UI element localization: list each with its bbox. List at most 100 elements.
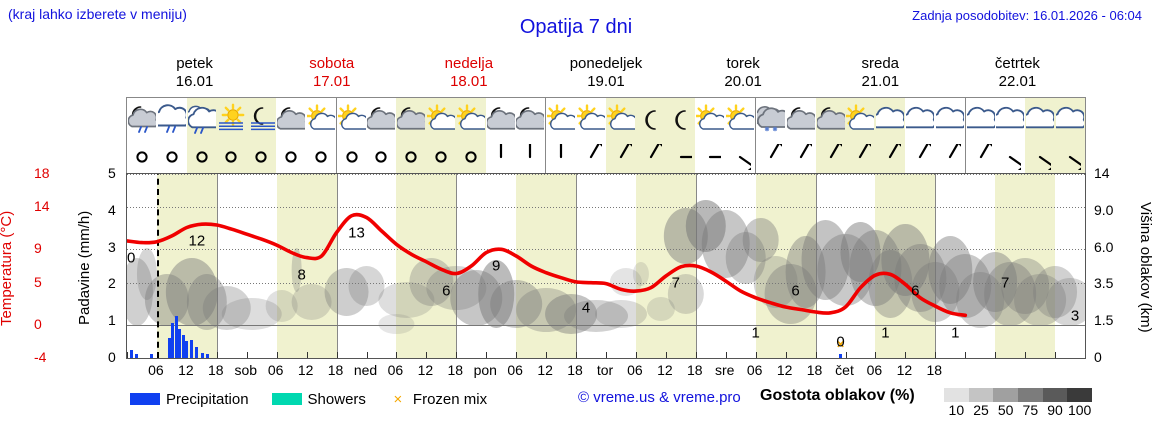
temperature-value-label: 10	[126, 249, 136, 267]
weather-icon-cell	[367, 98, 397, 141]
wind-barb-cell	[455, 141, 486, 173]
cloud-height-tick: 0	[1094, 349, 1102, 365]
hour-tick	[665, 352, 667, 358]
wind-barb-cell	[367, 141, 397, 173]
hour-tick	[995, 352, 997, 358]
hour-tick	[276, 352, 278, 358]
temperature-axis-title: Temperatura (°C)	[0, 210, 15, 326]
hour-tick	[246, 352, 248, 358]
precipitation-swatch	[130, 393, 160, 405]
calm-icon	[345, 151, 358, 163]
weather-icon-cell	[516, 98, 546, 141]
precipitation-bar	[190, 339, 194, 358]
colorbar-step	[944, 388, 969, 402]
weather-icon-cell	[157, 98, 187, 141]
cloud-height-tick: 6.0	[1094, 238, 1114, 255]
day-header-ponedeljek: ponedeljek 19.01	[537, 55, 674, 95]
hour-tick	[1085, 352, 1086, 358]
day-header-sreda: sreda 21.01	[812, 55, 949, 95]
weather-icon-cell	[276, 98, 306, 141]
day-name: sobota	[309, 55, 355, 72]
x-tick-label: 12	[657, 362, 673, 378]
hour-tick	[695, 352, 697, 358]
weather-icon-cell	[1025, 98, 1056, 141]
temperature-curve	[127, 212, 968, 318]
moon-fog-icon	[251, 106, 276, 130]
frozen-mix-marker: ×	[836, 336, 845, 352]
cloud-rain-icon	[157, 103, 186, 133]
temperature-tick: 5	[34, 273, 42, 290]
hour-tick	[845, 352, 847, 358]
daylight-shade-band	[755, 174, 816, 358]
cloud-icon	[996, 106, 1025, 128]
weather-icon-cell	[606, 98, 636, 141]
weather-icon-cell	[216, 98, 247, 141]
hour-tick	[336, 352, 338, 358]
x-tick-label: sre	[715, 362, 735, 378]
barb-ne-icon	[589, 144, 603, 159]
wind-barb-row	[126, 141, 1086, 173]
day-shading-layer	[127, 174, 1085, 358]
day-name: torek	[726, 55, 760, 72]
wind-barb-cell	[426, 141, 456, 173]
legend-showers-label: Showers	[307, 390, 366, 408]
temperature-value-label: 1	[751, 324, 760, 342]
weather-icon-cell	[186, 98, 217, 141]
precipitation-axis-title: Padavine (mm/h)	[76, 210, 93, 326]
precipitation-bar	[181, 335, 185, 358]
x-tick-label: 06	[507, 362, 523, 378]
wind-barb-cell	[335, 141, 367, 173]
temperature-tick: 18	[34, 165, 50, 181]
precipitation-bar	[195, 346, 199, 358]
legend-frozen-mix: × Frozen mix	[389, 391, 488, 408]
temperature-tick: -4	[34, 349, 47, 365]
barb-se-icon	[739, 155, 752, 170]
day-separator	[336, 174, 338, 358]
calm-icon	[195, 151, 208, 163]
cloud-icon	[906, 106, 935, 128]
gridline	[127, 249, 1085, 250]
day-header-torek: torek 20.01	[675, 55, 812, 95]
wind-barb-cell	[964, 141, 996, 173]
precipitation-tick: 5	[108, 165, 116, 181]
daylight-shade-band	[875, 174, 936, 358]
wind-barb-cell	[935, 141, 965, 173]
temperature-value-label: 8	[297, 266, 306, 284]
precipitation-tick: 4	[108, 201, 116, 218]
hour-tick	[635, 352, 637, 358]
x-tick-label: 06	[866, 362, 883, 378]
wind-barb-cell	[996, 141, 1026, 173]
last-update-text: Zadnja posodobitev: 16.01.2026 - 06:04	[912, 8, 1142, 23]
colorbar-tick: 75	[1022, 402, 1039, 418]
cloud-snow-icon	[756, 105, 785, 131]
day-separator	[815, 174, 817, 358]
precipitation-bar	[135, 353, 139, 358]
weather-icon-cell	[426, 98, 456, 141]
moon-cloud-icon	[486, 106, 515, 130]
x-tick-label: 18	[567, 362, 583, 378]
precipitation-tick: 1	[108, 312, 116, 329]
x-tick-label: 12	[417, 362, 434, 378]
daylight-shade-band	[276, 174, 337, 358]
hour-tick	[755, 352, 757, 358]
cloud-rain-heavy-icon	[187, 105, 216, 134]
day-date: 20.01	[724, 73, 762, 90]
x-tick-label: 18	[447, 362, 464, 378]
x-tick-label: 18	[208, 362, 224, 378]
barb-ne-icon	[918, 144, 932, 159]
hour-tick	[965, 352, 967, 358]
barb-se-icon	[1009, 155, 1022, 170]
weather-icon-cell	[964, 98, 996, 141]
copyright-link[interactable]: © vreme.us & vreme.pro	[578, 389, 741, 406]
x-tick-label: 12	[178, 362, 194, 378]
temperature-value-label: 12	[188, 232, 206, 250]
barb-ne-icon	[948, 144, 961, 159]
precipitation-bar	[150, 354, 154, 358]
x-tick-label: pon	[473, 362, 497, 378]
day-date: 21.01	[861, 73, 900, 90]
sun-cloud-icon	[547, 103, 576, 130]
calm-icon	[136, 151, 148, 163]
precipitation-bar	[171, 323, 175, 358]
cloud-height-tick: 1.5	[1094, 312, 1114, 329]
showers-swatch	[271, 393, 302, 405]
